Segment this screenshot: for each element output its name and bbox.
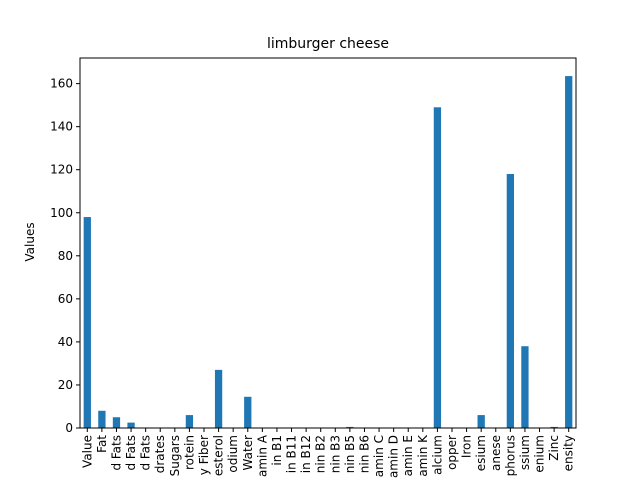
y-tick-label: 80 [58, 249, 73, 263]
bar [83, 217, 91, 428]
x-tick-label: d Fats [109, 435, 123, 471]
x-tick-label: nin B3 [328, 435, 342, 473]
x-tick-label: opper [445, 435, 459, 470]
x-tick-label: nin B2 [314, 435, 328, 473]
bar [506, 174, 514, 428]
x-tick-label: enium [533, 435, 547, 473]
x-tick-label: d Fats [139, 435, 153, 471]
x-tick-label: in B12 [299, 435, 313, 473]
x-tick-label: in B1 [270, 435, 284, 466]
x-tick-label: amin C [372, 435, 386, 477]
x-tick-label: Zinc [547, 435, 561, 461]
y-tick-label: 0 [65, 421, 73, 435]
x-tick-label: Water [241, 435, 255, 471]
bar [477, 415, 485, 428]
bar [346, 426, 354, 428]
bar [127, 422, 135, 428]
y-axis: 0 20 40 60 80 100 120 140 160 [50, 77, 80, 435]
bar [112, 417, 121, 428]
x-tick-label: Iron [460, 435, 474, 458]
x-tick-label: amin A [255, 434, 269, 477]
y-axis-label: Values [23, 222, 37, 261]
x-tick-label: anese [489, 435, 503, 471]
y-tick-label: 60 [58, 292, 73, 306]
y-tick-label: 120 [50, 163, 73, 177]
bar [98, 410, 106, 428]
x-tick-label: Sugars [168, 435, 182, 476]
bar [185, 415, 194, 428]
x-tick-label: phorus [503, 435, 517, 476]
bar [550, 426, 558, 428]
plot-frame [79, 57, 577, 429]
x-tick-label: rotein [182, 435, 196, 470]
x-tick-label: in B11 [285, 435, 299, 473]
y-tick-label: 20 [58, 378, 73, 392]
x-axis: Value Fat d Fats d Fats d Fats drates Sugars ro… [80, 428, 576, 478]
bar [244, 396, 252, 428]
x-tick-label: amin D [387, 435, 401, 478]
x-tick-label: esium [474, 435, 488, 471]
bar [433, 107, 442, 428]
x-tick-label: y Fiber [197, 435, 211, 475]
y-tick-label: 160 [50, 77, 73, 91]
x-tick-label: drates [153, 435, 167, 473]
y-tick-label: 40 [58, 335, 73, 349]
y-tick-label: 140 [50, 120, 73, 134]
x-tick-label: amin K [416, 434, 430, 477]
x-tick-label: alcium [430, 435, 444, 475]
x-tick-label: nin B6 [357, 435, 371, 473]
x-tick-label: Value [80, 435, 94, 468]
x-tick-label: esterol [212, 435, 226, 476]
bars-group [83, 76, 573, 428]
x-tick-label: Fat [95, 435, 109, 453]
x-tick-label: ssium [518, 435, 532, 470]
bar [565, 76, 573, 428]
x-tick-label: amin E [401, 435, 415, 476]
x-tick-label: odium [226, 435, 240, 473]
chart-title: limburger cheese [267, 36, 389, 52]
bar [214, 369, 223, 428]
x-tick-label: ensity [562, 435, 576, 471]
bar [521, 346, 529, 428]
x-tick-label: d Fats [124, 435, 138, 471]
x-tick-label: nin B5 [343, 435, 357, 473]
y-tick-label: 100 [50, 206, 73, 220]
